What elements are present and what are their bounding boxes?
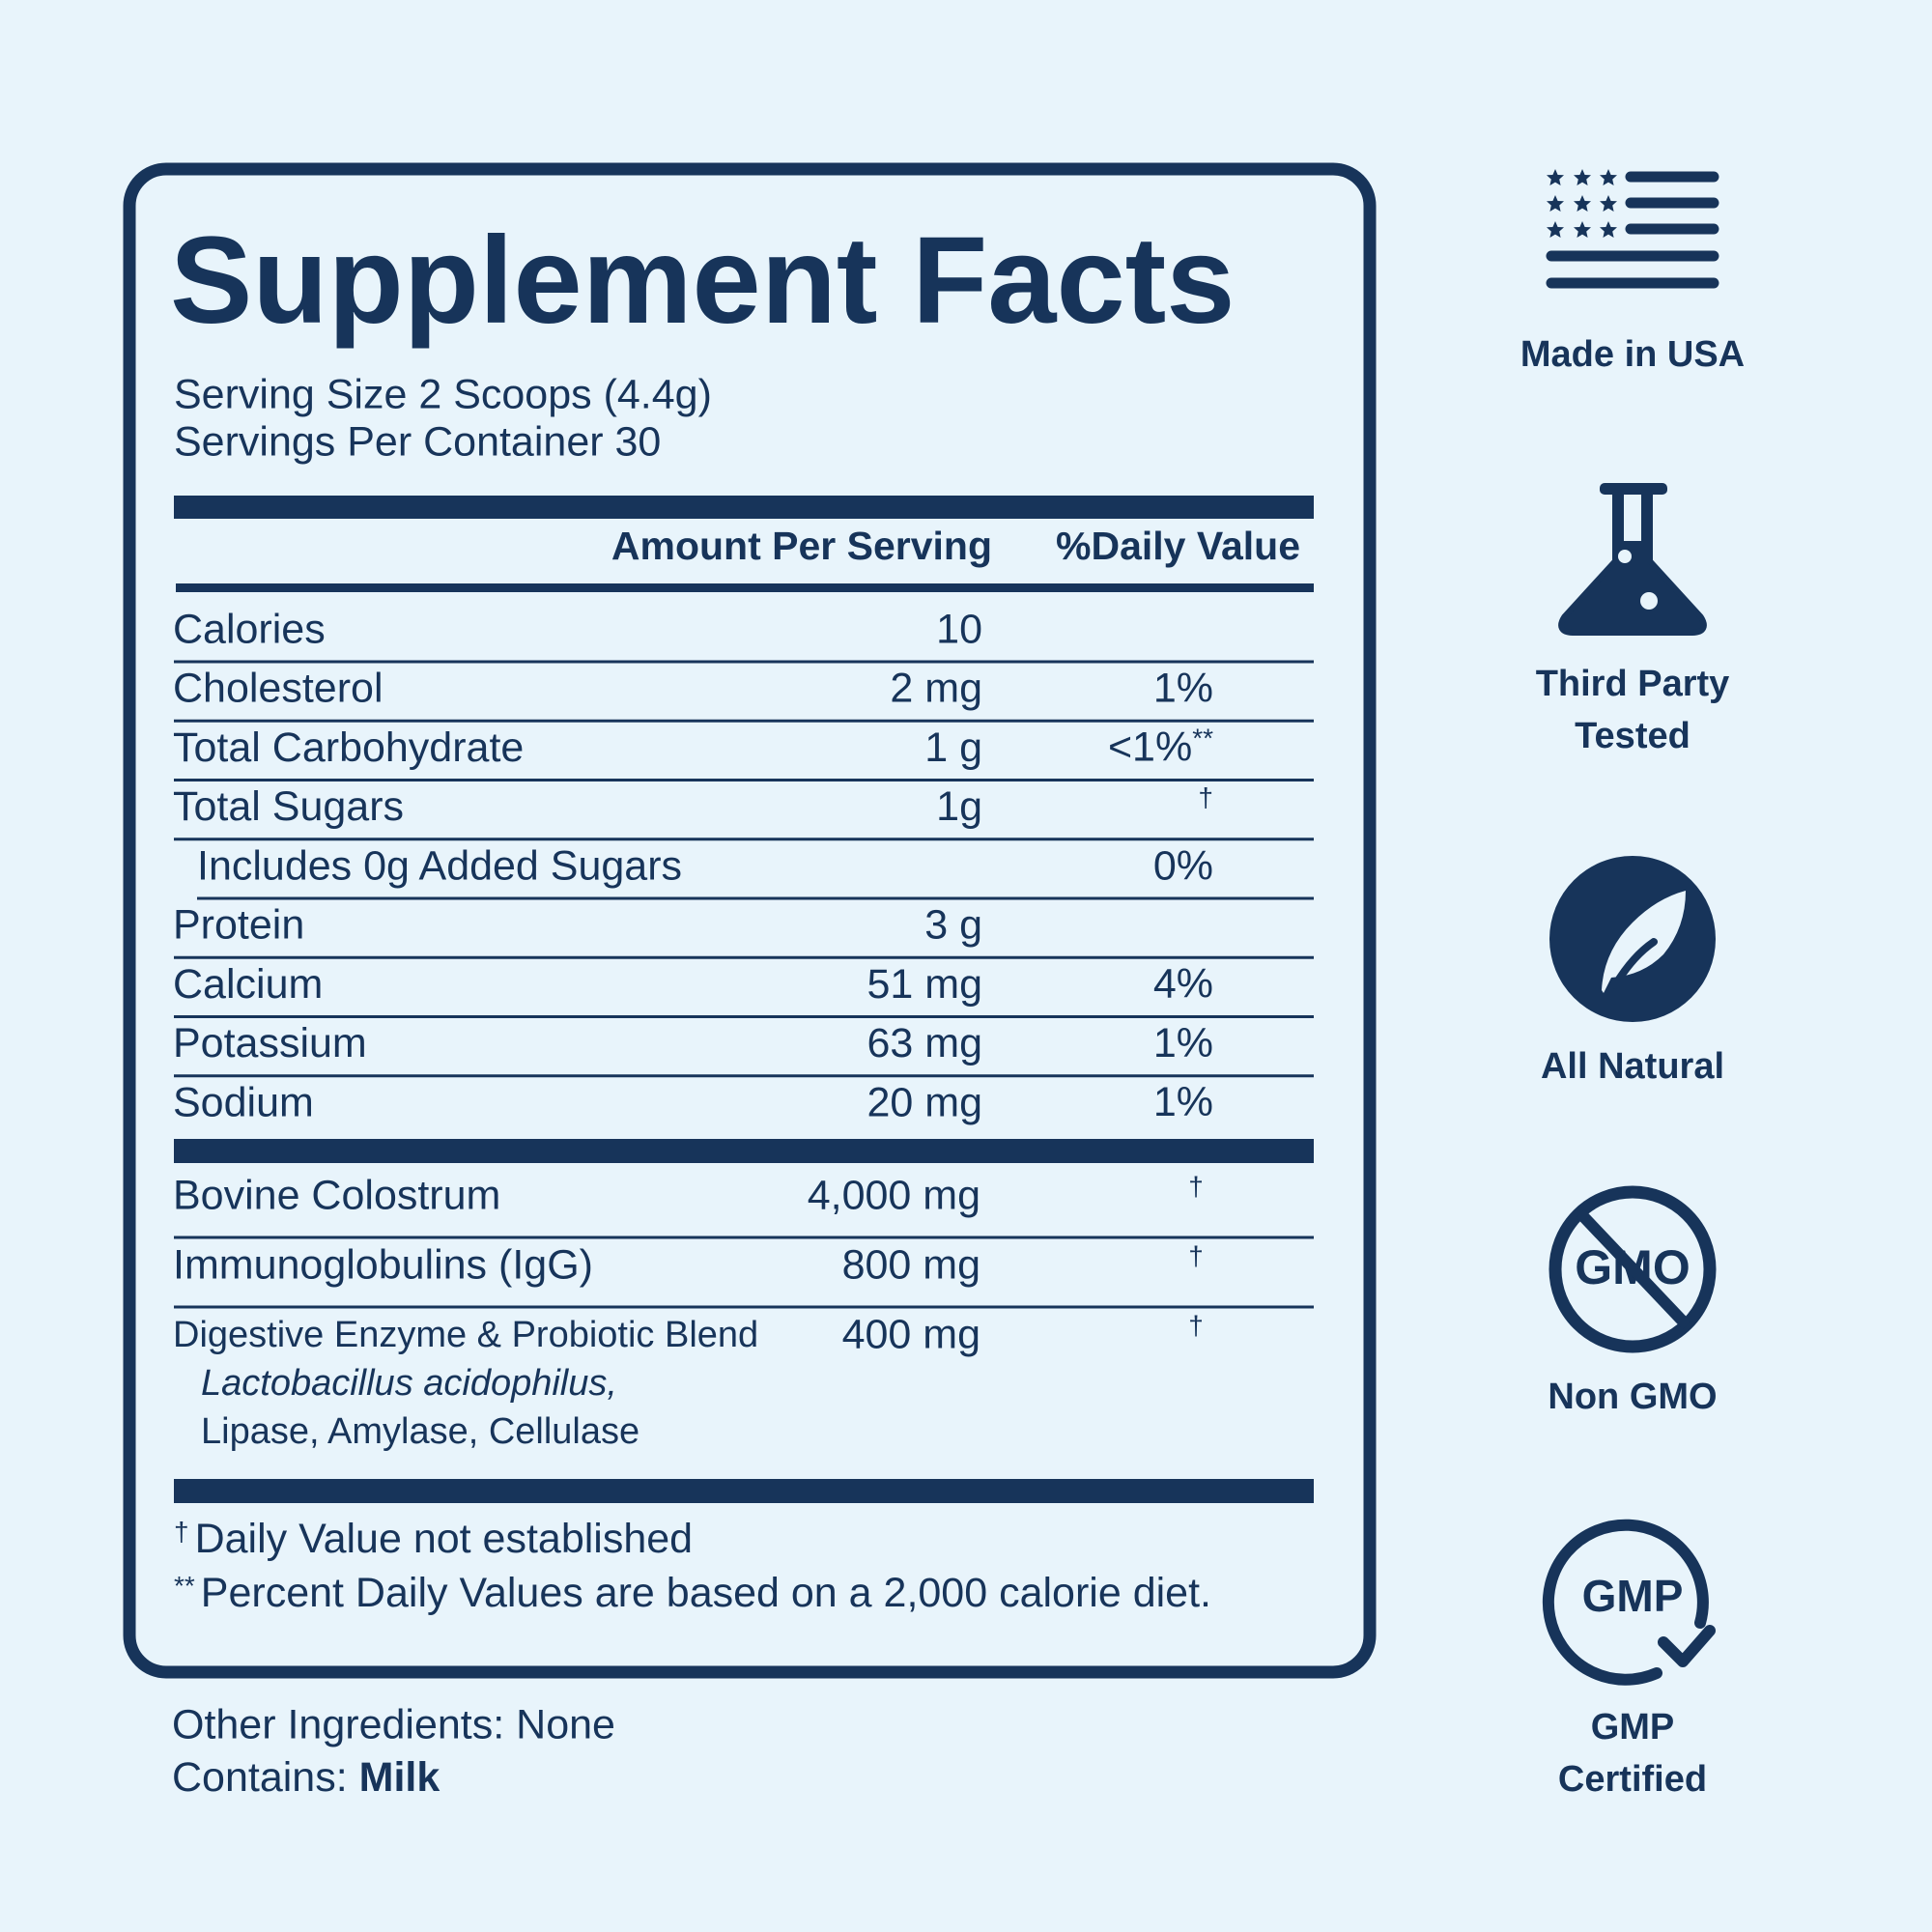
badge-label: Third Party <box>1536 664 1730 704</box>
nutrient-name: Total Carbohydrate <box>173 724 524 771</box>
dv-value: 1% <box>1153 1020 1213 1066</box>
nutrient-name: Potassium <box>173 1020 367 1066</box>
gmo-icon: GMO <box>1548 1185 1717 1353</box>
footnote: † Daily Value not established <box>174 1516 693 1562</box>
nutrient-dv: 1% <box>1153 666 1213 712</box>
ingredient-name: Digestive Enzyme & Probiotic Blend <box>173 1315 758 1355</box>
footnote: ** Percent Daily Values are based on a 2,… <box>174 1570 1211 1616</box>
contains-label: Contains: <box>172 1754 348 1801</box>
footnote-mark: † <box>174 1517 189 1547</box>
row-rule <box>174 838 1314 841</box>
ingredient-amount: 400 mg <box>842 1311 980 1357</box>
footnote-text: Percent Daily Values are based on a 2,00… <box>201 1570 1211 1616</box>
nutrient-name: Total Sugars <box>173 783 404 830</box>
row-rule <box>174 660 1314 664</box>
nutrient-dv: 1% <box>1153 1020 1213 1066</box>
other-ingredients: Other Ingredients: None <box>172 1701 615 1747</box>
badge-label: Certified <box>1558 1759 1707 1800</box>
nutrient-amount: 20 mg <box>867 1079 982 1125</box>
nutrient-dv: 0% <box>1153 842 1213 889</box>
dv-value: 1% <box>1153 666 1213 712</box>
blend-component: Lipase, Amylase, Cellulase <box>201 1411 639 1452</box>
nutrient-dv: <1%** <box>1108 724 1213 771</box>
dv-dagger: † <box>1188 1171 1204 1201</box>
nutrient-name: Calories <box>173 606 326 652</box>
ingredient-name: Bovine Colostrum <box>173 1172 500 1218</box>
thick-rule <box>174 1479 1314 1503</box>
nutrient-amount: 63 mg <box>867 1020 982 1066</box>
nutrient-amount: 2 mg <box>890 666 982 712</box>
thick-rule <box>174 496 1314 519</box>
leaf-icon <box>1549 856 1716 1022</box>
flask-icon <box>1558 483 1707 636</box>
badge-label: Non GMO <box>1548 1377 1717 1417</box>
row-rule <box>174 1074 1314 1078</box>
badge-label: Tested <box>1575 716 1690 756</box>
nutrient-name: Calcium <box>173 961 323 1008</box>
title: Supplement Facts <box>170 212 1235 350</box>
usa-icon <box>1546 169 1719 289</box>
dv-dagger: † <box>1198 782 1213 812</box>
nutrient-amount: 51 mg <box>867 961 982 1008</box>
gmp-icon-text: GMP <box>1582 1571 1684 1621</box>
row-rule <box>174 1305 1314 1309</box>
row-rule <box>174 1015 1314 1018</box>
serving-size: Serving Size 2 Scoops (4.4g) <box>174 371 712 417</box>
badge-label: GMP <box>1591 1707 1675 1747</box>
footnote-text: Daily Value not established <box>195 1516 694 1562</box>
nutrient-amount: 1 g <box>924 724 982 771</box>
dv-dagger: † <box>1188 1240 1204 1270</box>
nutrient-name: Cholesterol <box>173 666 384 712</box>
facts-box <box>123 162 1377 1679</box>
servings-per-container: Servings Per Container 30 <box>174 418 661 465</box>
badge-label: All Natural <box>1541 1046 1724 1087</box>
ingredient-amount: 800 mg <box>842 1241 980 1288</box>
nutrient-name: Sodium <box>173 1079 314 1125</box>
header-rule <box>176 583 1314 592</box>
dv-value: <1% <box>1108 724 1192 771</box>
row-rule <box>174 719 1314 723</box>
nutrient-amount: 3 g <box>924 902 982 949</box>
nutrient-name: Protein <box>173 902 304 949</box>
nutrient-amount: 1g <box>936 783 982 830</box>
dv-dagger: † <box>1188 1310 1204 1340</box>
nutrient-dv: 1% <box>1153 1079 1213 1125</box>
gmp-icon: GMP <box>1542 1519 1716 1686</box>
row-rule <box>174 1236 1314 1239</box>
nutrient-amount: 10 <box>936 606 982 652</box>
contains: Contains: Milk <box>172 1754 440 1801</box>
row-rule <box>174 955 1314 959</box>
contains-value: Milk <box>359 1754 440 1801</box>
row-rule <box>197 896 1314 900</box>
dv-value: 4% <box>1153 961 1213 1008</box>
header-dv: %Daily Value <box>1056 524 1300 568</box>
dv-value: 1% <box>1153 1079 1213 1125</box>
nutrient-dv: 4% <box>1153 961 1213 1008</box>
blend-component: Lactobacillus acidophilus, <box>201 1363 617 1404</box>
ingredient-name: Immunoglobulins (IgG) <box>173 1241 593 1288</box>
footnote-mark: ** <box>174 1571 195 1601</box>
dv-note: ** <box>1192 724 1213 753</box>
nutrient-subname: Includes 0g Added Sugars <box>197 842 682 889</box>
row-rule <box>174 779 1314 781</box>
ingredient-amount: 4,000 mg <box>808 1172 980 1218</box>
header-amount: Amount Per Serving <box>611 524 992 568</box>
badge-label: Made in USA <box>1520 334 1745 375</box>
thick-rule <box>174 1139 1314 1163</box>
